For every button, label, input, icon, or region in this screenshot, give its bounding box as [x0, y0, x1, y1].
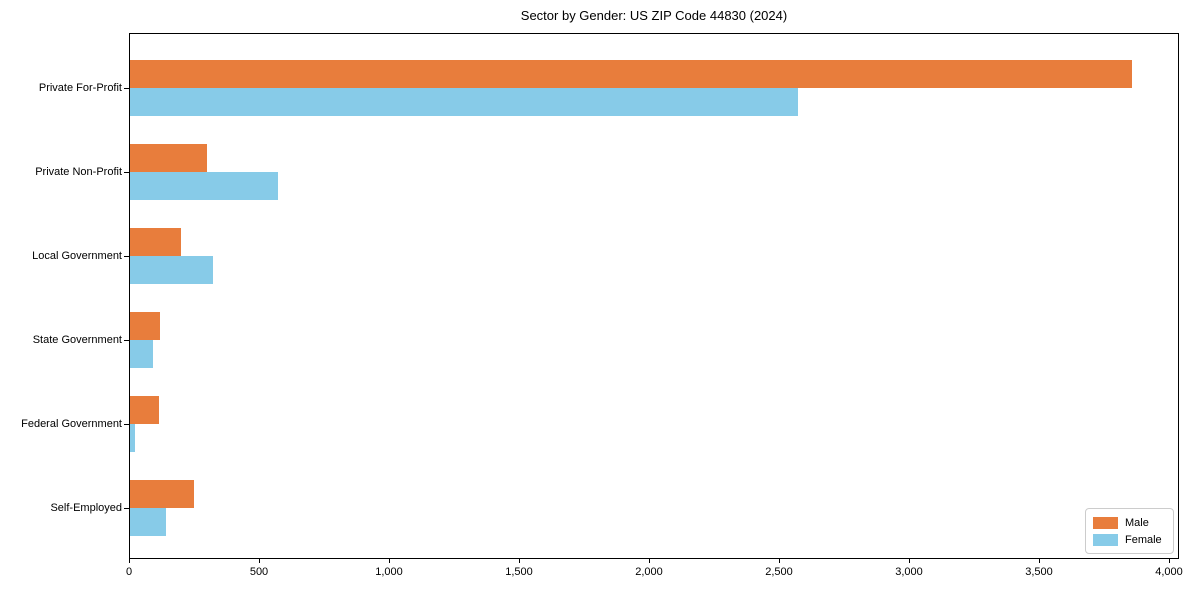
- x-axis-tick-2: [389, 559, 390, 563]
- bar-female-5: [130, 508, 166, 536]
- plot-area: [129, 33, 1179, 559]
- x-axis-tick-label-0: 0: [125, 566, 133, 578]
- y-axis-tick-1: [124, 172, 129, 173]
- x-axis-tick-3: [519, 559, 520, 563]
- bar-male-3: [130, 312, 160, 340]
- x-axis-tick-8: [1169, 559, 1170, 563]
- legend-label-female: Female: [1125, 533, 1162, 546]
- y-axis-tick-4: [124, 424, 129, 425]
- x-axis-tick-label-3: 1,500: [505, 566, 533, 578]
- x-axis-tick-7: [1039, 559, 1040, 563]
- bar-male-2: [130, 228, 181, 256]
- legend-item-male: Male: [1093, 516, 1166, 529]
- bar-female-0: [130, 88, 798, 116]
- y-axis-label-0: Private For-Profit: [38, 82, 122, 94]
- y-axis-label-4: Federal Government: [21, 418, 122, 430]
- legend: Male Female: [1085, 508, 1174, 554]
- x-axis-tick-label-4: 2,000: [635, 566, 663, 578]
- x-axis-tick-6: [909, 559, 910, 563]
- bar-male-5: [130, 480, 194, 508]
- bar-male-4: [130, 396, 159, 424]
- x-axis-tick-0: [129, 559, 130, 563]
- bar-male-0: [130, 60, 1132, 88]
- y-axis-label-3: State Government: [32, 334, 122, 346]
- bar-female-3: [130, 340, 153, 368]
- y-axis-tick-3: [124, 340, 129, 341]
- legend-swatch-male-icon: [1093, 516, 1118, 529]
- x-axis-tick-5: [779, 559, 780, 563]
- x-axis-tick-label-6: 3,000: [895, 566, 923, 578]
- chart-title: Sector by Gender: US ZIP Code 44830 (202…: [520, 8, 788, 23]
- x-axis-tick-label-2: 1,000: [375, 566, 403, 578]
- x-axis-tick-1: [259, 559, 260, 563]
- bar-male-1: [130, 144, 207, 172]
- bar-female-2: [130, 256, 213, 284]
- x-axis-tick-4: [649, 559, 650, 563]
- x-axis-tick-label-5: 2,500: [765, 566, 793, 578]
- x-axis-tick-label-8: 4,000: [1155, 566, 1183, 578]
- bar-female-4: [130, 424, 135, 452]
- legend-item-female: Female: [1093, 533, 1166, 546]
- x-axis-tick-label-1: 500: [249, 566, 269, 578]
- y-axis-tick-5: [124, 508, 129, 509]
- x-axis-tick-label-7: 3,500: [1025, 566, 1053, 578]
- y-axis-label-2: Local Government: [32, 250, 122, 262]
- y-axis-label-1: Private Non-Profit: [35, 166, 122, 178]
- bar-female-1: [130, 172, 278, 200]
- y-axis-tick-2: [124, 256, 129, 257]
- y-axis-tick-0: [124, 88, 129, 89]
- legend-swatch-female-icon: [1093, 533, 1118, 546]
- legend-label-male: Male: [1125, 516, 1149, 529]
- y-axis-label-5: Self-Employed: [50, 502, 122, 514]
